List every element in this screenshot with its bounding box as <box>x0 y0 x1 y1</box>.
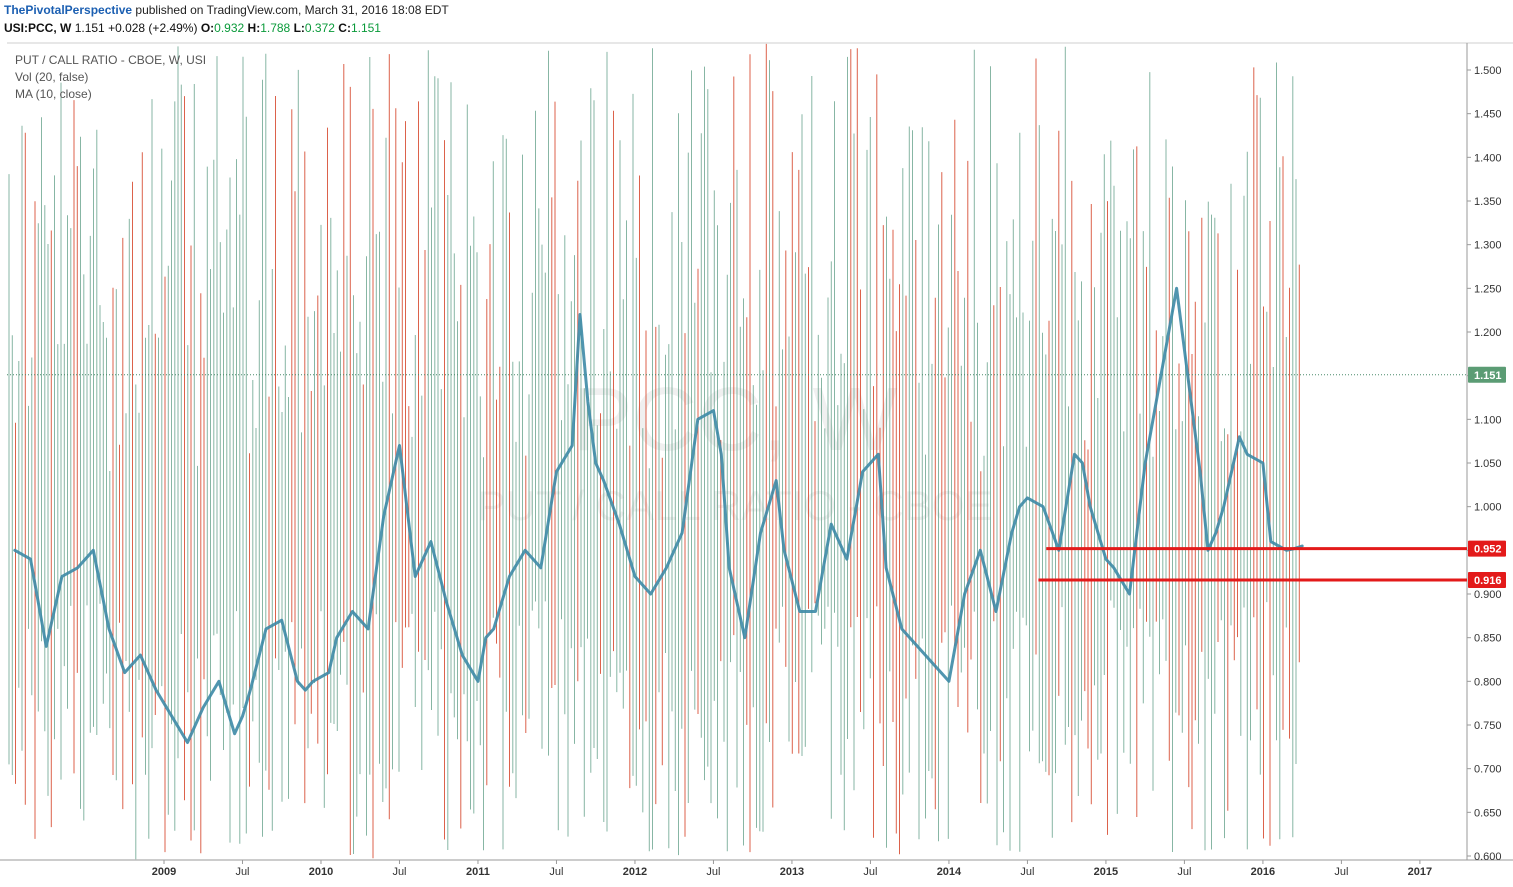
x-tick-label: Jul <box>235 866 249 878</box>
x-tick-label: Jul <box>1020 866 1034 878</box>
quote-line: USI:PCC, W 1.151 +0.028 (+2.49%) O:0.932… <box>4 21 381 35</box>
time-axis[interactable]: 2009 Jul 2010 Jul 2011 Jul 2012 Jul 2013 Jul 2014 J… <box>152 860 1432 878</box>
x-tick-label: Jul <box>1177 866 1191 878</box>
y-tick-label: 1.050 <box>1474 458 1502 470</box>
x-tick-label: 2011 <box>466 866 490 878</box>
y-tick-label: 0.800 <box>1474 676 1502 688</box>
x-tick-label: 2014 <box>937 866 962 878</box>
y-tick-label: 0.600 <box>1474 851 1502 863</box>
y-tick-label: 1.000 <box>1474 502 1502 514</box>
x-tick-label: 2013 <box>780 866 804 878</box>
level-badge <box>1468 572 1506 589</box>
y-tick-label: 0.700 <box>1474 764 1502 776</box>
high-label: H: <box>247 21 261 35</box>
symbol-label: USI:PCC, W <box>4 21 72 35</box>
level-badge <box>1468 540 1506 557</box>
y-tick-label: 1.200 <box>1474 327 1502 339</box>
low-value: 0.372 <box>304 21 335 35</box>
x-tick-label: Jul <box>1334 866 1348 878</box>
level-badge-label: 0.916 <box>1474 575 1502 587</box>
low-label: L: <box>293 21 305 35</box>
watermark-symbol: PCC, W <box>573 370 898 470</box>
y-tick-label: 0.650 <box>1474 807 1502 819</box>
y-tick-label: 1.450 <box>1474 109 1502 121</box>
y-tick-label: 1.500 <box>1474 65 1502 77</box>
x-tick-label: 2017 <box>1408 866 1432 878</box>
close-label: C: <box>338 21 351 35</box>
price-change: +0.028 (+2.49%) <box>108 21 198 35</box>
high-value: 1.788 <box>260 21 291 35</box>
y-tick-label: 1.250 <box>1474 283 1502 295</box>
indicator-legend: PUT / CALL RATIO - CBOE, W, USI Vol (20,… <box>15 53 206 101</box>
x-tick-label: Jul <box>392 866 406 878</box>
x-tick-label: 2010 <box>309 866 333 878</box>
legend-title[interactable]: PUT / CALL RATIO - CBOE, W, USI <box>15 53 206 67</box>
last-price: 1.151 <box>74 21 105 35</box>
x-tick-label: Jul <box>863 866 877 878</box>
last-price-badge <box>1468 366 1506 383</box>
x-tick-label: 2015 <box>1094 866 1118 878</box>
watermark-name: PUT / CALL RATIO - CBOE <box>478 482 993 529</box>
plot-frame <box>0 42 1513 861</box>
x-tick-label: 2009 <box>152 866 176 878</box>
y-tick-label: 0.750 <box>1474 720 1502 732</box>
price-axis[interactable]: 1.5001.4501.4001.3501.3001.2501.2001.150… <box>1467 65 1506 863</box>
last-price-badge-label: 1.151 <box>1474 370 1502 382</box>
x-tick-label: 2012 <box>623 866 647 878</box>
legend-vol[interactable]: Vol (20, false) <box>15 70 88 84</box>
x-tick-label: 2016 <box>1251 866 1275 878</box>
open-value: 0.932 <box>214 21 245 35</box>
x-tick-label: Jul <box>549 866 563 878</box>
y-tick-label: 1.300 <box>1474 240 1502 252</box>
legend-ma[interactable]: MA (10, close) <box>15 87 92 101</box>
level-badge-label: 0.952 <box>1474 544 1502 556</box>
y-tick-label: 0.900 <box>1474 589 1502 601</box>
y-tick-label: 1.400 <box>1474 152 1502 164</box>
ma-series <box>13 286 1304 744</box>
x-tick-label: Jul <box>706 866 720 878</box>
price-bars <box>8 43 1300 860</box>
y-tick-label: 0.850 <box>1474 633 1502 645</box>
author-link[interactable]: ThePivotalPerspective <box>4 3 133 17</box>
support-levels[interactable] <box>1038 547 1467 582</box>
y-tick-label: 1.350 <box>1474 196 1502 208</box>
publish-info: published on TradingView.com, March 31, … <box>135 3 449 17</box>
close-value: 1.151 <box>350 21 381 35</box>
y-tick-label: 1.100 <box>1474 414 1502 426</box>
open-label: O: <box>200 21 215 35</box>
publisher-header: ThePivotalPerspective published on Tradi… <box>4 3 449 17</box>
ma-line <box>13 286 1304 744</box>
